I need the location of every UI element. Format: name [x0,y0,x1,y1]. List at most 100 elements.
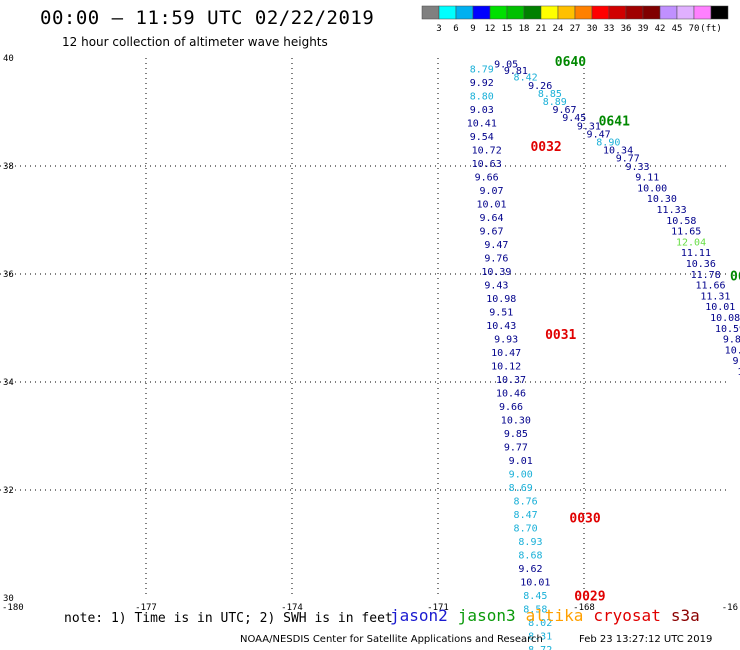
wave-height-value: 12.04 [676,237,706,248]
wave-height-value: 9.80 [723,335,740,346]
time-label: 0030 [569,511,600,526]
satellite-legend-cryosat: cryosat [593,606,661,625]
x-tick-label: -180 [2,603,24,613]
footer-credit: NOAA/NESDIS Center for Satellite Applica… [240,634,543,645]
colorbar-swatch [540,5,559,20]
time-label: 0640 [555,55,586,70]
wave-height-value: 9.66 [475,173,499,184]
wave-height-value: 11.65 [671,227,701,238]
wave-height-value: 8.93 [518,537,542,548]
colorbar-swatch [472,5,491,20]
wave-height-value: 9.67 [552,105,576,116]
wave-height-value: 9.66 [499,402,523,413]
wave-height-value: 8.76 [514,497,538,508]
wave-height-value: 11.11 [681,248,711,259]
wave-height-value: 9.43 [484,281,508,292]
colorbar-swatch [574,5,593,20]
time-labels: 0640 0641 0642 0032 0031 0030 0029 [530,55,740,605]
wave-height-value: 10.43 [486,321,516,332]
wave-height-points: 9.059.818.429.268.858.899.679.459.319.47… [467,60,740,650]
wave-height-value: 10.72 [472,146,502,157]
wave-height-value: 9.46 [733,356,740,367]
y-tick-label: 36 [3,270,14,280]
footer-timestamp: Feb 23 13:27:12 UTC 2019 [579,634,713,645]
wave-height-value: 10.12 [491,362,521,373]
time-label: 0031 [545,328,576,343]
wave-height-value: 10.63 [472,159,502,170]
satellite-legend-altika: altika [525,606,584,625]
wave-height-value: 8.47 [514,510,538,521]
wave-height-value: 9.77 [616,154,640,165]
wave-height-value: 9.03 [470,105,494,116]
wave-height-value: 10.2 [737,367,740,378]
wave-height-value: 9.81 [504,66,528,77]
wave-height-value: 8.69 [509,483,533,494]
colorbar-label: 6 [453,24,458,34]
wave-height-value: 9.51 [489,308,513,319]
wave-height-value: 10.58 [666,216,696,227]
x-tick-label: -16 [722,603,738,613]
time-label: 0642 [730,269,740,284]
colorbar-label: 9 [470,24,475,34]
wave-height-value: 10.30 [647,194,677,205]
wave-height-value: 9.45 [562,113,586,124]
wave-height-value: 9.67 [479,227,503,238]
wave-height-value: 8.68 [518,551,542,562]
wave-height-value: 9.33 [625,162,649,173]
colorbar-label: 45 [672,24,683,34]
colorbar-label: 18 [519,24,530,34]
time-label: 0032 [530,140,561,155]
wave-height-value: 9.62 [518,564,542,575]
wave-height-value: 9.01 [509,456,533,467]
colorbar-label: 30 [587,24,598,34]
wave-height-value: 10.30 [501,416,531,427]
wave-height-value: 8.02 [528,618,552,629]
colorbar-swatch [659,5,678,20]
wave-height-value: 10.36 [686,259,716,270]
colorbar-swatch [557,5,576,20]
x-tick-label: -168 [573,603,595,613]
wave-height-value: 9.47 [587,129,611,140]
wave-height-value: 9.92 [470,78,494,89]
wave-height-value: 10.37 [496,375,526,386]
x-tick-label: -174 [281,603,303,613]
wave-height-value: 9.07 [479,186,503,197]
wave-height-value: 10.41 [467,119,497,130]
colorbar-label: 3 [436,24,441,34]
colorbar-swatch [455,5,474,20]
wave-height-value: 10.34 [603,146,633,157]
x-tick-label: -171 [427,603,449,613]
time-label: 0641 [599,115,630,130]
map-title: 00:00 — 11:59 UTC 02/22/2019 [40,7,375,29]
wave-height-value: 11.66 [695,281,725,292]
wave-height-value: 9.00 [509,470,533,481]
wave-height-value: 9.05 [494,60,518,71]
satellite-legend-jason3: jason3 [457,606,516,625]
y-tick-label: 34 [3,378,14,388]
colorbar: 3 6 9 12 15 18 21 24 27 30 33 36 39 42 45 70 (ft) [421,5,729,34]
wave-height-value: 9.77 [504,443,528,454]
colorbar-label: 15 [502,24,513,34]
wave-height-value: 11.33 [657,205,687,216]
wave-height-value: 8.58 [523,605,547,616]
time-label: 0029 [574,590,605,605]
wave-height-value: 8.31 [528,632,552,643]
wave-height-value: 9.31 [577,121,601,132]
wave-height-value: 8.79 [470,65,494,76]
wave-height-value: 8.89 [543,97,567,108]
colorbar-unit: (ft) [700,24,722,34]
colorbar-swatch [438,5,457,20]
colorbar-label: 42 [655,24,666,34]
colorbar-swatch [506,5,525,20]
wave-height-value: 10.08 [710,313,740,324]
map-grid [0,58,730,598]
wave-height-value: 10.01 [520,578,550,589]
wave-height-value: 8.85 [538,89,562,100]
wave-height-value: 10.98 [486,294,516,305]
y-tick-label: 40 [3,54,14,64]
wave-height-value: 8.42 [514,73,538,84]
wave-height-value: 8.80 [470,92,494,103]
axis-ticks: -180 -177 -174 -171 -168 -16 40 38 36 34 32 30 [2,54,738,613]
colorbar-swatch [523,5,542,20]
